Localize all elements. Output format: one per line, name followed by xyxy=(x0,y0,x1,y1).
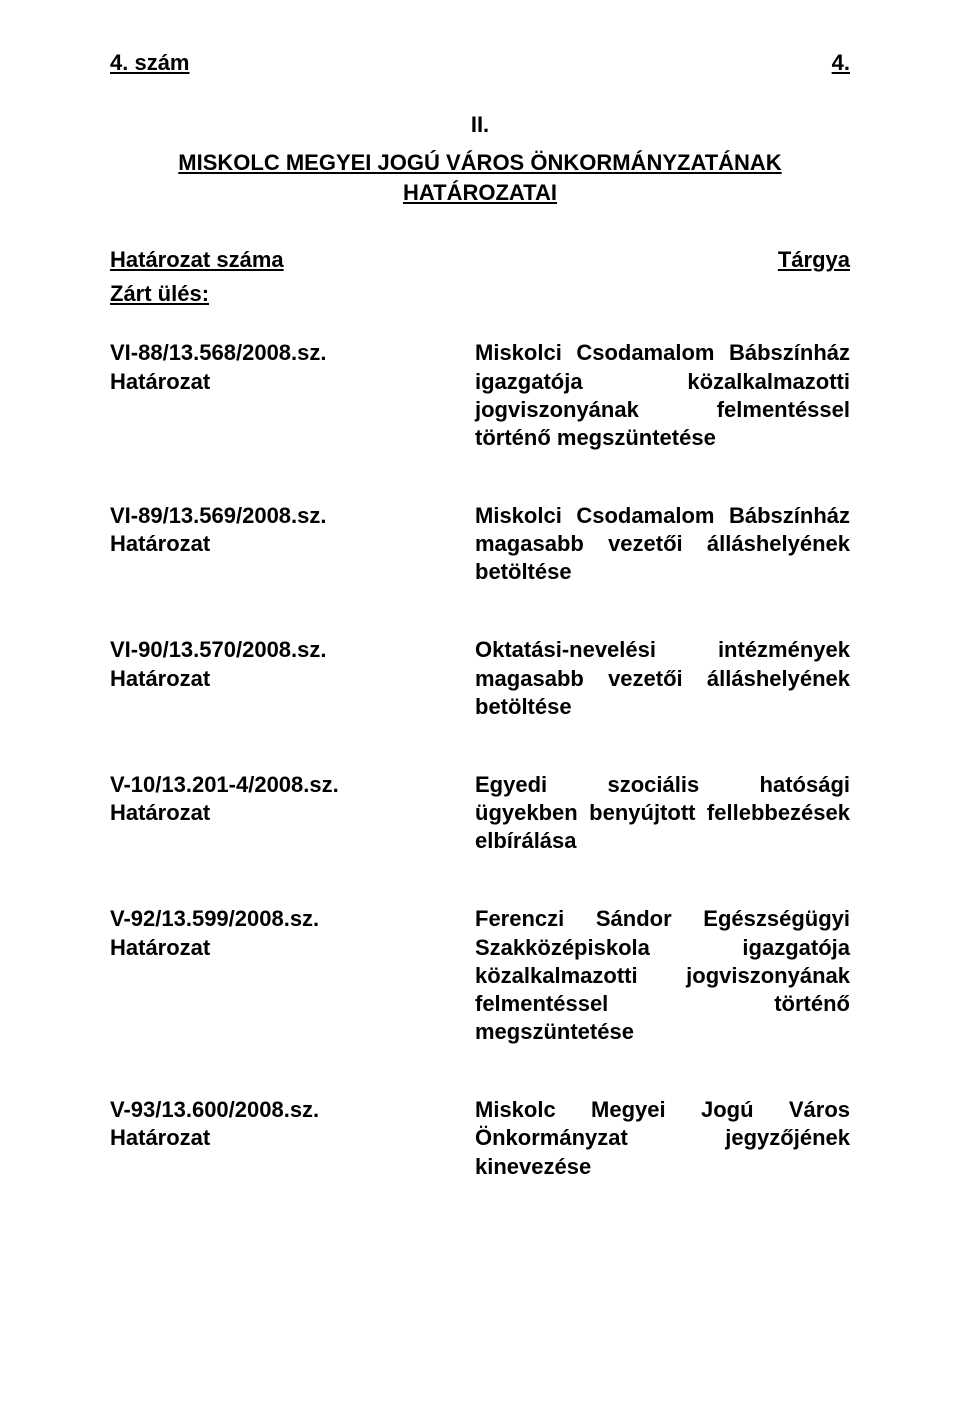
header-left: 4. szám xyxy=(110,50,190,76)
header-right: 4. xyxy=(832,50,850,76)
document-title: MISKOLC MEGYEI JOGÚ VÁROS ÖNKORMÁNYZATÁN… xyxy=(110,148,850,207)
header-row: 4. szám 4. xyxy=(110,50,850,76)
resolution-ref-col: V-92/13.599/2008.sz. Határozat xyxy=(110,905,475,1046)
resolution-label: Határozat xyxy=(110,530,465,558)
resolution-entry: VI-88/13.568/2008.sz. Határozat Miskolci… xyxy=(110,339,850,452)
title-line-2: HATÁROZATAI xyxy=(403,180,557,205)
resolution-entry: V-10/13.201-4/2008.sz. Határozat Egyedi … xyxy=(110,771,850,855)
resolution-label: Határozat xyxy=(110,665,465,693)
resolution-desc: Ferenczi Sándor Egészségügyi Szakközépis… xyxy=(475,905,850,1046)
column-header-left: Határozat száma xyxy=(110,247,475,273)
section-number: II. xyxy=(110,112,850,138)
resolution-ref: VI-89/13.569/2008.sz. xyxy=(110,502,465,530)
resolution-entry: VI-90/13.570/2008.sz. Határozat Oktatási… xyxy=(110,636,850,720)
resolution-desc: Oktatási-nevelési intézmények magasabb v… xyxy=(475,636,850,720)
resolution-ref: VI-90/13.570/2008.sz. xyxy=(110,636,465,664)
resolution-desc: Miskolci Csodamalom Bábszínház magasabb … xyxy=(475,502,850,586)
session-label: Zárt ülés: xyxy=(110,281,850,307)
title-line-1: MISKOLC MEGYEI JOGÚ VÁROS ÖNKORMÁNYZATÁN… xyxy=(178,150,781,175)
resolution-desc: Miskolci Csodamalom Bábszínház igazgatój… xyxy=(475,339,850,452)
resolution-entry: VI-89/13.569/2008.sz. Határozat Miskolci… xyxy=(110,502,850,586)
column-header-right: Tárgya xyxy=(475,247,850,273)
resolution-ref-col: V-93/13.600/2008.sz. Határozat xyxy=(110,1096,475,1180)
document-page: 4. szám 4. II. MISKOLC MEGYEI JOGÚ VÁROS… xyxy=(0,0,960,1417)
resolution-ref: V-10/13.201-4/2008.sz. xyxy=(110,771,465,799)
resolution-ref-col: VI-89/13.569/2008.sz. Határozat xyxy=(110,502,475,586)
resolution-ref-col: V-10/13.201-4/2008.sz. Határozat xyxy=(110,771,475,855)
resolution-ref: V-92/13.599/2008.sz. xyxy=(110,905,465,933)
resolution-label: Határozat xyxy=(110,368,465,396)
resolution-ref: V-93/13.600/2008.sz. xyxy=(110,1096,465,1124)
resolution-label: Határozat xyxy=(110,934,465,962)
resolution-desc: Egyedi szociális hatósági ügyekben benyú… xyxy=(475,771,850,855)
resolution-desc: Miskolc Megyei Jogú Város Önkormányzat j… xyxy=(475,1096,850,1180)
resolution-label: Határozat xyxy=(110,1124,465,1152)
resolution-entry: V-93/13.600/2008.sz. Határozat Miskolc M… xyxy=(110,1096,850,1180)
resolution-label: Határozat xyxy=(110,799,465,827)
resolution-ref: VI-88/13.568/2008.sz. xyxy=(110,339,465,367)
resolution-ref-col: VI-88/13.568/2008.sz. Határozat xyxy=(110,339,475,452)
column-headers: Határozat száma Tárgya xyxy=(110,247,850,273)
resolution-entry: V-92/13.599/2008.sz. Határozat Ferenczi … xyxy=(110,905,850,1046)
resolution-ref-col: VI-90/13.570/2008.sz. Határozat xyxy=(110,636,475,720)
